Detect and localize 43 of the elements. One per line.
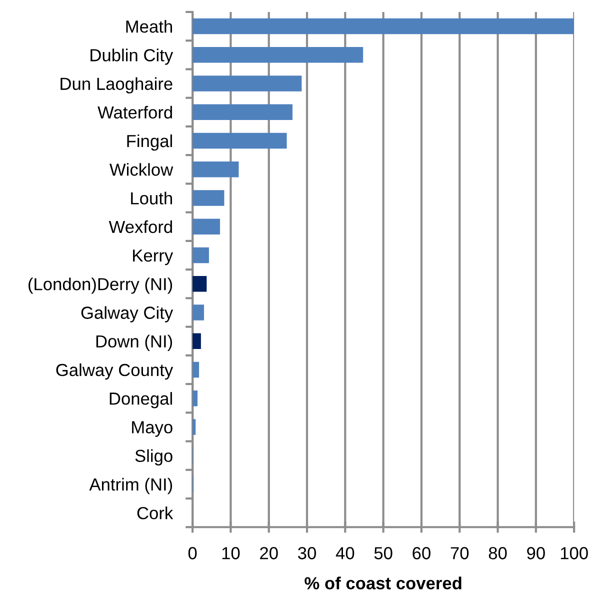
y-tick-label: Galway County [56, 363, 174, 380]
x-tick-label: 60 [412, 547, 430, 560]
y-tick-label: Wicklow [110, 163, 174, 176]
y-tick-label: Waterford [98, 106, 172, 119]
bar [192, 162, 239, 178]
y-tick-label: Cork [137, 506, 174, 520]
bar [192, 190, 224, 206]
y-tick-label: Antrim (NI) [89, 478, 172, 494]
x-tick-label: 10 [222, 547, 240, 560]
y-tick-label: Fingal [127, 134, 172, 151]
x-tick-label: 40 [336, 547, 354, 560]
bar [192, 76, 302, 92]
y-tick-label: Louth [131, 192, 172, 204]
y-tick-label: Dublin City [90, 48, 174, 65]
bar [192, 362, 200, 378]
bar [192, 218, 220, 234]
bar [192, 132, 287, 149]
x-axis-title: % of coast covered [304, 576, 462, 590]
bar [192, 333, 201, 349]
x-tick-label: 20 [260, 547, 278, 560]
y-tick-label: Kerry [133, 250, 174, 266]
bar [192, 104, 293, 120]
y-tick-label: Dun Laoghaire [60, 77, 172, 94]
y-tick-label: (London)Derry (NI) [28, 278, 172, 294]
bar [192, 304, 204, 320]
bar [192, 247, 209, 264]
x-tick-label: 30 [298, 547, 316, 560]
bar [192, 276, 207, 292]
y-tick-label: Sligo [135, 449, 172, 466]
x-tick-label: 100 [560, 547, 588, 560]
x-tick-label: 50 [374, 547, 392, 560]
bar [192, 47, 364, 63]
bar [192, 18, 574, 34]
y-tick-label: Wexford [108, 220, 172, 234]
x-tick-label: 90 [527, 547, 545, 560]
x-tick-label: 70 [450, 547, 469, 560]
x-tick-label: 80 [488, 547, 507, 560]
y-tick-label: Down (NI) [96, 334, 172, 351]
x-tick-label: 0 [188, 547, 197, 560]
y-tick-label: Galway City [81, 306, 174, 322]
y-tick-label: Donegal [110, 392, 172, 408]
y-tick-label: Meath [126, 20, 172, 33]
y-tick-label: Mayo [132, 421, 172, 437]
